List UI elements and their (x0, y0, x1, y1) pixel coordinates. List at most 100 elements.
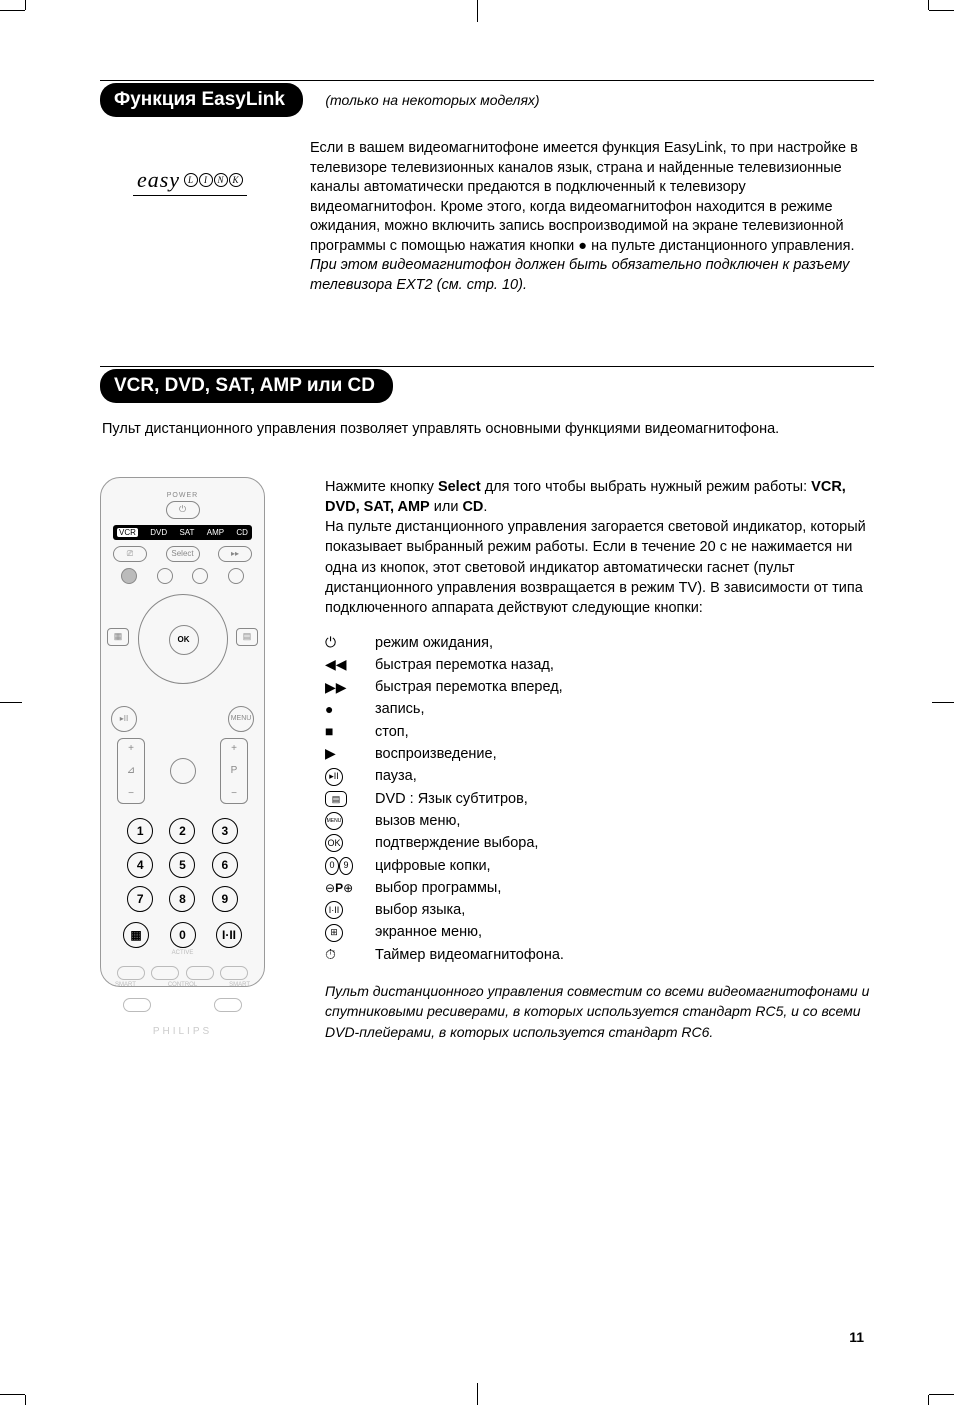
ok-icon: OK (325, 834, 353, 852)
subtitle-icon: ▤ (325, 791, 353, 807)
stop-icon: ■ (325, 722, 353, 742)
remote-mode-vcr: VCR (117, 528, 138, 537)
remote-nav-ring: OK (138, 594, 228, 684)
remote-rec-dot (121, 568, 137, 584)
select-instruction: Нажмите кнопку Select для того чтобы выб… (325, 477, 874, 518)
compatibility-note: Пульт дистанционного управления совмести… (325, 981, 874, 1042)
remote-dot (157, 568, 173, 584)
txt: или (430, 499, 463, 515)
func-row-pause: ▸II пауза, (325, 766, 874, 786)
remote-mode-bar: VCR DVD SAT AMP CD (113, 525, 252, 540)
remote-tiny-btn (117, 966, 145, 980)
remote-vol-rocker: +⊿− (117, 738, 145, 804)
easylink-logo-column: easy L I N K (100, 139, 280, 296)
osd-icon: ⊞ (325, 924, 353, 942)
func-label: быстрая перемотка вперед, (375, 677, 563, 697)
func-row-rewind: ◀◀ быстрая перемотка назад, (325, 655, 874, 675)
section-title-note: (только на некоторых моделях) (325, 92, 539, 108)
remote-smart-label: SMART (115, 982, 136, 988)
remote-tiny-labels: SMART CONTROL SMART (113, 982, 252, 988)
language-icon: I·II (325, 901, 353, 919)
func-row-program: ⊖P⊕ выбор программы, (325, 878, 874, 898)
easylink-paragraph: Если в вашем видеомагнитофоне имеется фу… (310, 140, 858, 254)
remote-num: 2 (169, 818, 195, 844)
func-row-ok: OKподтверждение выбора, (325, 833, 874, 853)
remote-tiny-row (113, 998, 252, 1012)
page-content: Функция EasyLink (только на некоторых мо… (0, 0, 954, 1082)
remote-active-label: ACTIVE (172, 950, 194, 956)
func-row-subtitle: ▤ DVD : Язык субтитров, (325, 789, 874, 809)
section-title-pill: Функция EasyLink (100, 83, 303, 117)
program-icon: ⊖P⊕ (325, 880, 353, 897)
remote-num: 8 (169, 886, 195, 912)
easylink-logo: easy L I N K (133, 167, 247, 196)
txt: для того чтобы выбрать нужный режим рабо… (481, 479, 812, 495)
remote-num: 5 (169, 852, 195, 878)
remote-btn: I·II (216, 922, 242, 948)
remote-num: 4 (127, 852, 153, 878)
remote-power-label: POWER (113, 492, 252, 499)
func-label: экранное меню, (375, 922, 482, 942)
link-letter: N (214, 173, 228, 187)
remote-side-btn: ▤ (236, 628, 258, 646)
remote-mode: CD (236, 528, 248, 537)
section-easylink-body: easy L I N K Если в вашем видеомагнитофо… (100, 139, 874, 296)
remote-pause-btn: ▸II (111, 706, 137, 732)
remote-tiny-btn (151, 966, 179, 980)
remote-dot (192, 568, 208, 584)
func-row-language: I·II выбор языка, (325, 900, 874, 920)
pause-icon: ▸II (325, 768, 353, 786)
func-label: Таймер видеомагнитофона. (375, 945, 564, 965)
link-letter: L (184, 173, 198, 187)
remote-tiny-btn (186, 966, 214, 980)
func-row-forward: ▶▶ быстрая перемотка вперед, (325, 677, 874, 697)
remote-brand: PHILIPS (113, 1026, 252, 1037)
remote-num: 9 (212, 886, 238, 912)
remote-smart-label: SMART (229, 982, 250, 988)
easylink-text: Если в вашем видеомагнитофоне имеется фу… (310, 139, 874, 296)
func-row-osd: ⊞ экранное меню, (325, 922, 874, 942)
txt-bold: CD (462, 499, 483, 515)
remote-dot (228, 568, 244, 584)
func-row-record: ●запись, (325, 699, 874, 719)
link-letter: I (199, 173, 213, 187)
remote-column: POWER ⏻ VCR DVD SAT AMP CD ⎚ Select ▸▸ (100, 477, 285, 1042)
remote-vol-ch-row: +⊿− +P− (113, 738, 252, 804)
remote-tiny-btn (220, 966, 248, 980)
digits-icon: 09 (325, 857, 353, 875)
remote-ch-rocker: +P− (220, 738, 248, 804)
func-label: DVD : Язык субтитров, (375, 789, 528, 809)
section-vcr: VCR, DVD, SAT, AMP или CD Пульт дистанци… (100, 366, 874, 1042)
forward-icon: ▶▶ (325, 678, 353, 698)
section-intro: Пульт дистанционного управления позволяе… (102, 421, 874, 437)
func-label: выбор программы, (375, 878, 501, 898)
remote-num: 7 (127, 886, 153, 912)
func-row-menu: MENU вызов меню, (325, 811, 874, 831)
func-label: цифровые копки, (375, 856, 491, 876)
remote-btn: ⎚ (113, 546, 147, 562)
mode-explain: На пульте дистанционного управления заго… (325, 517, 874, 618)
remote-mute-btn (170, 758, 196, 784)
func-row-power: ⏻режим ожидания, (325, 633, 874, 653)
remote-control-label: CONTROL (168, 982, 197, 988)
remote-tiny-row (113, 966, 252, 980)
func-label: стоп, (375, 722, 409, 742)
txt-bold: Select (438, 479, 481, 495)
remote-btn: ▸▸ (218, 546, 252, 562)
remote-num: 6 (212, 852, 238, 878)
menu-icon: MENU (325, 812, 353, 830)
section-easylink-header: Функция EasyLink (только на некоторых мо… (100, 83, 874, 117)
remote-tiny-btn (123, 998, 151, 1012)
remote-keypad: 1 2 3 4 5 6 7 8 9 (113, 818, 252, 912)
link-letter: K (229, 173, 243, 187)
rewind-icon: ◀◀ (325, 655, 353, 675)
func-label: вызов меню, (375, 811, 460, 831)
remote-select-btn: Select (166, 546, 200, 562)
remote-tiny-btn (214, 998, 242, 1012)
func-label: запись, (375, 699, 425, 719)
remote-btn: ▦ (123, 922, 149, 948)
func-label: выбор языка, (375, 900, 465, 920)
func-label: пауза, (375, 766, 417, 786)
remote-tiny-labels: ACTIVE (113, 950, 252, 956)
func-label: быстрая перемотка назад, (375, 655, 554, 675)
